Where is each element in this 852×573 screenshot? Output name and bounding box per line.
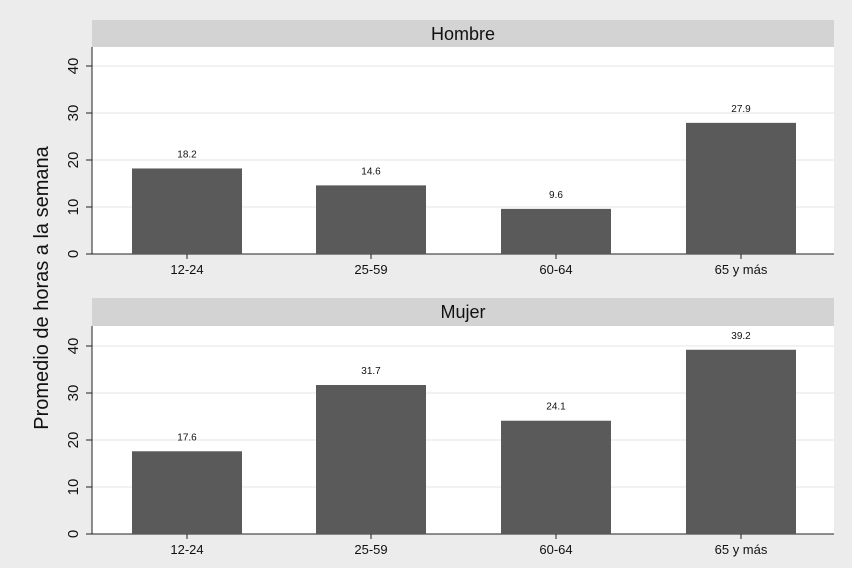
y-tick-label: 30 [65,385,82,402]
y-tick-label: 10 [65,479,82,496]
x-tick-label: 12-24 [170,542,203,557]
y-tick-label: 20 [65,432,82,449]
y-tick-label: 20 [65,152,82,169]
bar [686,122,796,255]
bar-value-label: 14.6 [361,166,381,177]
x-tick-label: 12-24 [170,262,203,277]
x-tick-label: 60-64 [539,262,572,277]
y-tick-label: 10 [65,199,82,216]
y-tick-label: 0 [65,530,82,538]
bar [132,168,242,254]
y-tick-label: 40 [65,58,82,75]
bar-value-label: 31.7 [361,366,381,377]
y-tick-label: 0 [65,250,82,258]
bar [316,385,426,534]
bar [686,349,796,534]
panel-strip [92,298,834,326]
bar [501,420,611,534]
bar [316,185,426,254]
x-tick-label: 65 y más [715,262,768,277]
bar [501,208,611,254]
panel-title: Hombre [431,24,495,44]
y-tick-label: 40 [65,338,82,355]
bar [132,451,242,534]
panel-strip [92,20,834,47]
panel-title: Mujer [440,302,485,322]
bar-value-label: 27.9 [731,104,751,115]
y-axis-label: Promedio de horas a la semana [31,145,53,429]
bar-value-label: 24.1 [546,402,566,413]
bar-value-label: 17.6 [177,432,197,443]
bar-value-label: 9.6 [549,190,563,201]
bar-value-label: 39.2 [731,331,751,342]
x-tick-label: 25-59 [354,262,387,277]
x-tick-label: 60-64 [539,542,572,557]
bar-value-label: 18.2 [177,149,197,160]
x-tick-label: 65 y más [715,542,768,557]
x-tick-label: 25-59 [354,542,387,557]
y-tick-label: 30 [65,105,82,122]
